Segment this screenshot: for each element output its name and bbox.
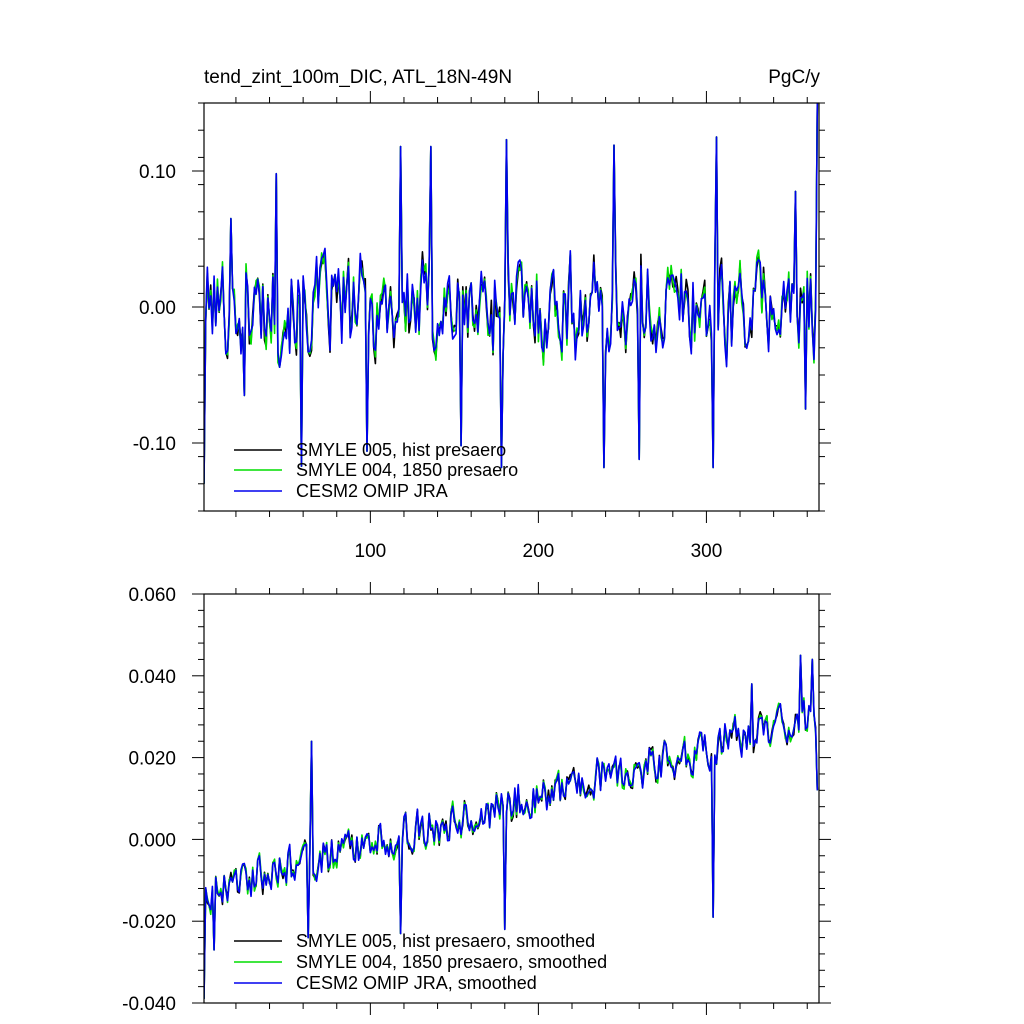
legend: SMYLE 005, hist presaero, smoothed SMYLE… [234,931,607,993]
y-tick-label: 0.000 [128,830,176,851]
legend-label-smyle005-smoothed: SMYLE 005, hist presaero, smoothed [296,931,595,951]
legend-label-smyle005: SMYLE 005, hist presaero [296,440,506,460]
y-tick-label: -0.020 [122,912,176,933]
y-tick-label: 0.00 [139,298,176,319]
legend-label-smyle004-smoothed: SMYLE 004, 1850 presaero, smoothed [296,952,607,972]
x-tick-label: 100 [355,541,387,562]
y-tick-label: 0.040 [128,667,176,688]
x-tick-label: 300 [691,541,723,562]
legend-label-omip-smoothed: CESM2 OMIP JRA, smoothed [296,973,537,993]
series-lines [204,103,819,484]
y-tick-label: 0.060 [128,585,176,606]
units-label: PgC/y [768,67,820,88]
series-line-3 [204,654,819,999]
legend-label-smyle004: SMYLE 004, 1850 presaero [296,460,518,480]
plot-frame [203,102,820,512]
panel-smoothed: -0.040 -0.020 0.000 0.020 0.040 0.060 SMYLE 0… [122,582,831,1015]
axis-ticks: -0.040 -0.020 0.000 0.020 0.040 0.060 [122,582,831,1015]
legend: SMYLE 005, hist presaero SMYLE 004, 1850… [234,440,518,501]
series-line-2 [204,103,819,484]
series-lines [204,654,819,999]
axis-ticks: 100 200 300 -0.10 0.00 0.10 [133,91,831,562]
plot-frame [203,593,820,1004]
x-tick-label: 200 [523,541,555,562]
y-tick-label: 0.020 [128,749,176,770]
y-tick-label: 0.10 [139,162,176,183]
series-line-3 [204,103,819,484]
legend-label-omip: CESM2 OMIP JRA [296,481,448,501]
y-tick-label: -0.10 [133,434,176,455]
chart-title: tend_zint_100m_DIC, ATL_18N-49N [204,67,512,88]
y-tick-label: -0.040 [122,994,176,1015]
panel-raw: tend_zint_100m_DIC, ATL_18N-49N PgC/y 10… [133,67,831,562]
